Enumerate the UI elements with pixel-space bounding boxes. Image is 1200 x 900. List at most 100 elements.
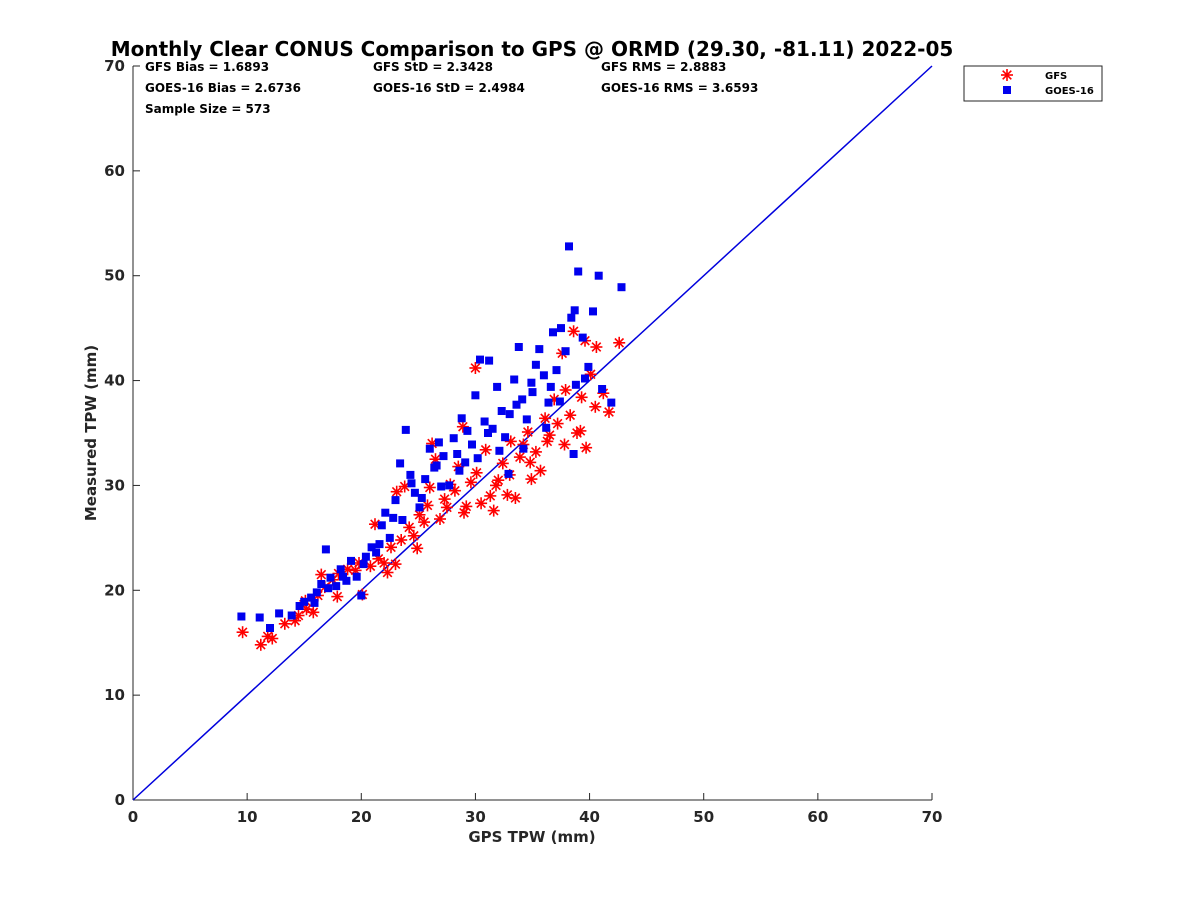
goes16-point <box>310 598 319 607</box>
y-tick-label: 50 <box>104 267 125 285</box>
legend-gfs-label: GFS <box>1045 71 1067 82</box>
goes16-point <box>317 580 326 588</box>
goes16-point <box>367 543 376 552</box>
goes16-point <box>307 593 316 602</box>
gfs-point <box>434 513 446 525</box>
goes16-point <box>312 588 321 597</box>
gfs-point <box>603 406 615 418</box>
goes16-point <box>581 374 589 383</box>
goes16-point <box>527 378 536 387</box>
gfs-point <box>378 557 391 569</box>
gfs-point <box>525 473 538 486</box>
gfs-point <box>475 497 488 510</box>
goes16-point <box>461 458 470 467</box>
gfs-point <box>575 391 588 404</box>
gfs-point <box>513 451 526 464</box>
legend-gfs-marker <box>1001 69 1013 81</box>
goes16-point <box>432 461 441 470</box>
goes16-point <box>425 444 434 453</box>
goes16-point <box>401 425 410 434</box>
axis-ticks: 0 10 20 30 40 50 60 70 0 10 20 30 40 50 60 70 <box>104 57 942 826</box>
goes16-point <box>510 375 519 384</box>
stat-gfs-rms: GFS RMS = 2.8883 <box>601 60 726 74</box>
goes16-point <box>468 440 476 449</box>
stat-goes-rms: GOES-16 RMS = 3.6593 <box>601 81 758 95</box>
goes16-point <box>391 496 400 505</box>
gfs-point <box>521 426 534 438</box>
gfs-point <box>564 409 577 422</box>
goes16-point <box>485 356 494 365</box>
gfs-point <box>307 606 320 619</box>
goes16-point <box>439 452 448 461</box>
goes16-point <box>522 415 531 424</box>
goes16-point <box>607 398 616 407</box>
x-tick-label: 60 <box>807 808 828 826</box>
one-to-one-reference-line <box>132 65 933 801</box>
goes16-point <box>480 417 489 426</box>
stat-sample-size: Sample Size = 573 <box>145 102 271 116</box>
x-axis-label: GPS TPW (mm) <box>468 828 595 846</box>
x-tick-label: 10 <box>237 808 258 826</box>
gfs-point <box>381 566 394 579</box>
gfs-point <box>254 638 267 651</box>
gfs-point <box>484 489 497 502</box>
goes16-point <box>385 533 394 542</box>
goes16-point <box>531 360 540 369</box>
gfs-point <box>534 464 547 477</box>
goes16-point <box>339 572 347 581</box>
gfs-point <box>529 445 542 458</box>
goes16-point <box>546 382 555 391</box>
gfs-point <box>389 558 402 571</box>
chart-title: Monthly Clear CONUS Comparison to GPS @ … <box>111 37 954 61</box>
gfs-point <box>438 493 451 506</box>
gfs-point <box>423 481 436 494</box>
goes16-point <box>484 429 492 437</box>
gfs-point <box>567 325 580 338</box>
gfs-point <box>541 435 554 448</box>
goes16-series <box>237 242 626 632</box>
goes16-point <box>406 470 415 479</box>
x-tick-label: 30 <box>465 808 486 826</box>
goes16-point <box>357 591 366 600</box>
gfs-point <box>315 568 328 581</box>
x-tick-label: 50 <box>693 808 714 826</box>
goes16-point <box>389 513 398 522</box>
goes16-point <box>449 434 458 443</box>
goes16-point <box>266 624 274 632</box>
plot-axes <box>132 66 932 801</box>
goes16-point <box>504 469 513 478</box>
goes16-point <box>488 424 497 433</box>
goes16-point <box>571 380 580 389</box>
goes16-point <box>381 508 390 517</box>
gfs-point <box>487 504 500 517</box>
goes16-point <box>300 597 309 606</box>
gfs-point <box>558 438 571 451</box>
gfs-point <box>470 466 483 479</box>
gfs-point <box>385 541 397 554</box>
goes16-point <box>455 466 464 475</box>
goes16-point <box>518 395 527 404</box>
goes16-point <box>463 426 472 435</box>
goes16-point <box>342 576 351 585</box>
gfs-point <box>390 485 403 498</box>
goes16-point <box>493 382 502 391</box>
goes16-point <box>567 313 576 322</box>
gfs-point <box>496 457 509 470</box>
goes16-point <box>336 565 345 574</box>
x-tick-label: 20 <box>351 808 372 826</box>
gfs-point <box>395 534 408 546</box>
gfs-point <box>236 626 249 639</box>
gfs-point <box>574 424 587 437</box>
y-tick-label: 30 <box>104 476 125 494</box>
y-tick-label: 10 <box>104 686 125 704</box>
gfs-point <box>589 400 602 413</box>
goes16-point <box>437 482 446 491</box>
goes16-point <box>421 475 430 484</box>
gfs-point <box>509 492 522 504</box>
stats-block: GFS Bias = 1.6893 GFS StD = 2.3428 GFS R… <box>145 60 758 116</box>
goes16-point <box>361 552 370 561</box>
stat-gfs-bias: GFS Bias = 1.6893 <box>145 60 269 74</box>
goes16-point <box>495 446 504 455</box>
goes16-point <box>501 433 510 442</box>
